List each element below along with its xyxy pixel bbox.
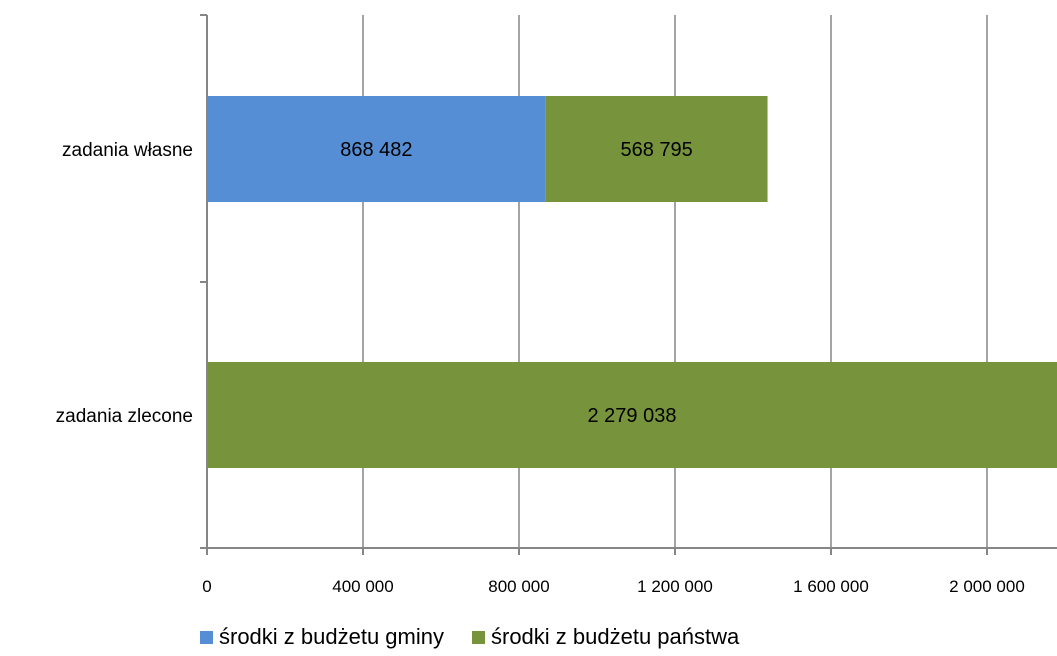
legend-item-gmina: środki z budżetu gminy [200, 624, 444, 650]
legend-item-panstwa: środki z budżetu państwa [472, 624, 739, 650]
bar-segment [545, 96, 768, 202]
data-label: 2 279 038 [588, 405, 677, 427]
bars [207, 96, 1057, 468]
x-tick-label: 0 [202, 577, 211, 596]
category-label: zadania własne [62, 140, 193, 161]
axis-ticks [200, 14, 988, 555]
x-tick-label: 400 000 [332, 577, 393, 596]
bar-segment [207, 362, 1057, 468]
legend: środki z budżetu gminy środki z budżetu … [200, 624, 739, 650]
labels: 0 400 000 800 000 1 200 000 1 600 000 2 000 0… [56, 139, 1025, 596]
x-tick-label: 2 000 000 [949, 577, 1025, 596]
data-label: 568 795 [620, 139, 692, 161]
gridlines [362, 15, 988, 548]
bar-chart: 0 400 000 800 000 1 200 000 1 600 000 2 000 0… [56, 14, 1057, 596]
legend-swatch-panstwa [472, 630, 485, 644]
x-tick-label: 1 200 000 [637, 577, 713, 596]
legend-swatch-gmina [200, 630, 213, 644]
legend-label-gmina: środki z budżetu gminy [219, 624, 444, 649]
x-tick-label: 800 000 [488, 577, 549, 596]
category-label: zadania zlecone [56, 406, 193, 427]
x-tick-label: 1 600 000 [793, 577, 869, 596]
legend-label-panstwa: środki z budżetu państwa [491, 624, 740, 649]
bar-segment [207, 96, 546, 202]
data-label: 868 482 [340, 139, 412, 161]
